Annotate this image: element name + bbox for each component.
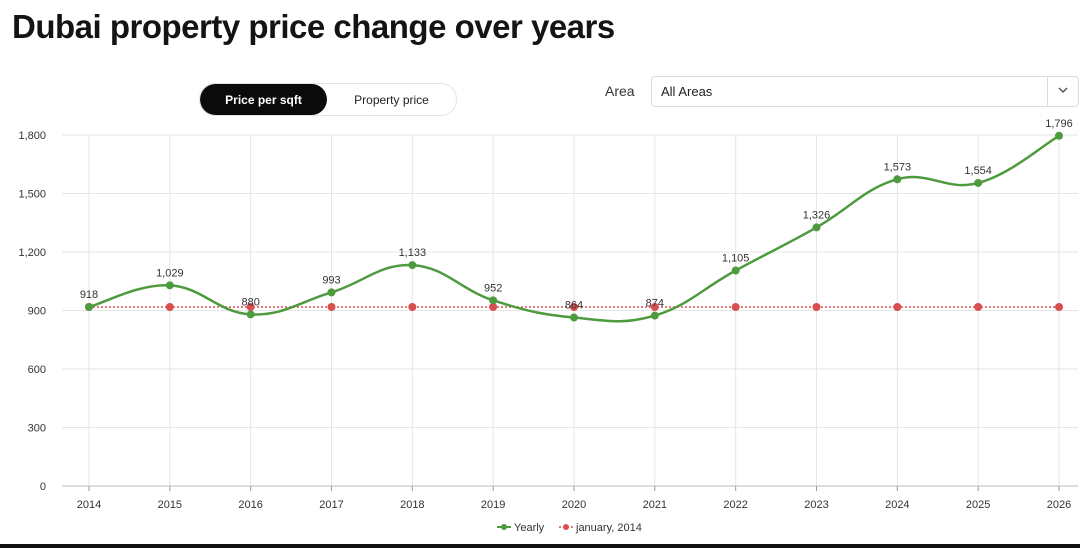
baseline-point [1055, 302, 1063, 311]
baseline-point [570, 302, 578, 311]
yearly-point [85, 302, 93, 311]
yearly-data-label: 1,326 [803, 209, 831, 221]
yearly-point [1055, 131, 1063, 140]
x-tick-label: 2015 [158, 499, 182, 511]
yearly-point [893, 175, 902, 184]
bottom-edge-bar [0, 544, 1080, 548]
legend-yearly-label: Yearly [514, 522, 545, 534]
yearly-data-label: 1,796 [1045, 118, 1073, 130]
baseline-point [246, 302, 255, 311]
yearly-point [165, 281, 174, 290]
yearly-data-label: 864 [565, 300, 583, 312]
x-tick-label: 2024 [885, 499, 909, 511]
y-tick-label: 0 [40, 481, 46, 493]
baseline-point [489, 302, 498, 311]
x-tick-label: 2018 [400, 499, 424, 511]
yearly-data-label: 1,554 [964, 165, 992, 177]
yearly-point [731, 266, 740, 275]
x-tick-label: 2017 [319, 499, 343, 511]
yearly-data-label: 880 [241, 296, 259, 308]
x-tick-label: 2025 [966, 499, 990, 511]
property-price-button[interactable]: Property price [354, 92, 429, 107]
yearly-point [974, 178, 983, 187]
legend-yearly-marker [501, 524, 507, 530]
y-tick-label: 1,800 [18, 130, 46, 142]
yearly-data-label: 1,133 [399, 247, 427, 259]
x-tick-label: 2016 [238, 499, 262, 511]
baseline-point [893, 302, 902, 311]
yearly-data-label: 918 [80, 289, 98, 301]
y-tick-label: 1,200 [18, 247, 46, 259]
x-tick-label: 2019 [481, 499, 505, 511]
baseline-point [812, 302, 821, 311]
baseline-point [327, 302, 336, 311]
yearly-point [650, 311, 659, 320]
legend-baseline-marker [563, 524, 569, 530]
price-mode-toggle: Price per sqft Property price [199, 83, 457, 116]
yearly-point [812, 223, 821, 232]
yearly-data-label: 952 [484, 282, 502, 294]
x-tick-label: 2022 [723, 499, 747, 511]
page-title: Dubai property price change over years [12, 8, 615, 45]
chevron-down-icon[interactable] [1056, 83, 1070, 97]
y-tick-label: 600 [28, 364, 46, 376]
yearly-data-label: 993 [322, 274, 340, 286]
yearly-data-label: 1,029 [156, 267, 184, 279]
area-selected-value: All Areas [661, 84, 713, 99]
baseline-point [408, 302, 417, 311]
baseline-point [731, 302, 740, 311]
price-per-sqft-button[interactable]: Price per sqft [200, 84, 327, 115]
area-select-divider [1047, 77, 1048, 106]
legend-baseline-label: january, 2014 [575, 522, 642, 534]
yearly-point [246, 310, 255, 319]
yearly-point [489, 296, 498, 305]
y-tick-label: 300 [28, 423, 46, 435]
price-line-chart: 0 300 600 900 1,200 1,500 1,800 2014 2015 2016 201… [18, 118, 1078, 534]
x-tick-label: 2014 [77, 499, 101, 511]
yearly-data-label: 1,105 [722, 253, 750, 265]
area-select[interactable]: All Areas [651, 76, 1079, 107]
x-tick-label: 2023 [804, 499, 828, 511]
yearly-data-label: 874 [646, 298, 664, 310]
x-tick-label: 2021 [643, 499, 667, 511]
yearly-point [408, 261, 417, 270]
yearly-point [327, 288, 336, 297]
baseline-point [165, 302, 174, 311]
x-tick-label: 2020 [562, 499, 586, 511]
baseline-point [974, 302, 983, 311]
yearly-data-label: 1,573 [884, 161, 912, 173]
area-label: Area [605, 83, 635, 99]
baseline-point [650, 302, 659, 311]
yearly-point [570, 313, 578, 322]
y-tick-label: 900 [28, 306, 46, 318]
x-tick-label: 2026 [1047, 499, 1071, 511]
y-tick-label: 1,500 [18, 189, 46, 201]
